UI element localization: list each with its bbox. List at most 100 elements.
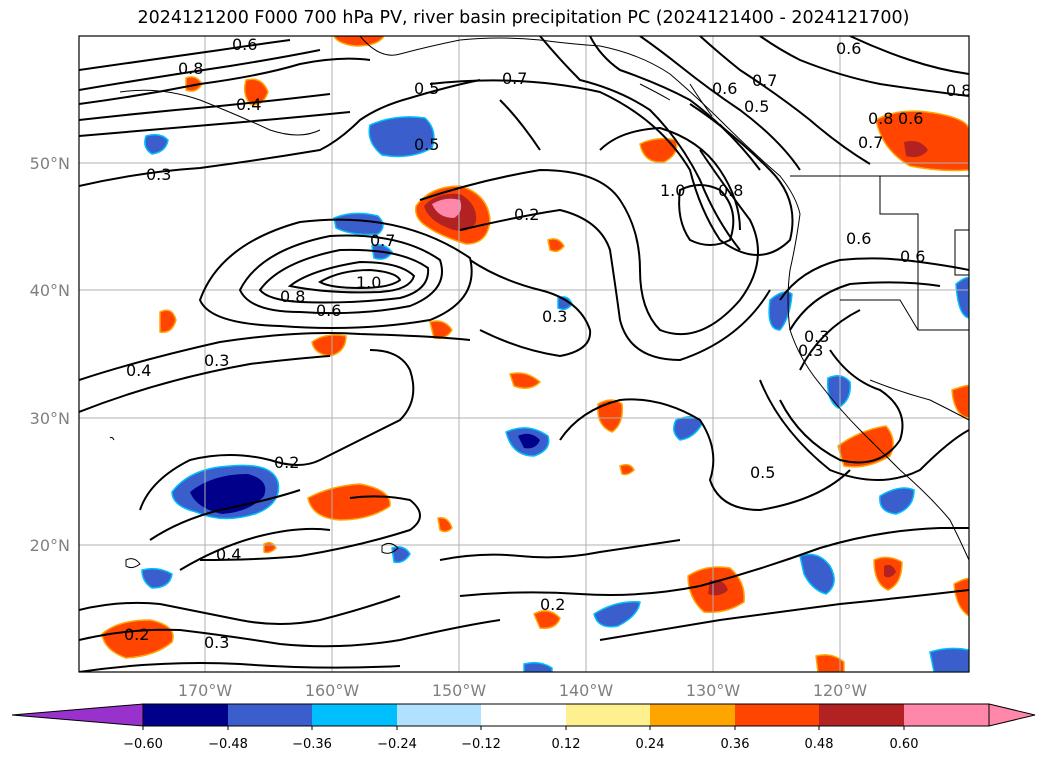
pos-anomaly-area xyxy=(619,463,635,476)
pos-anomaly-area xyxy=(875,110,969,172)
contour-label: 0.6 xyxy=(836,39,861,58)
lon-label: 150°W xyxy=(432,681,487,700)
neg-anomaly-area xyxy=(673,416,703,441)
contour-label: 1.0 xyxy=(356,273,381,292)
contour-label: 0.5 xyxy=(744,97,769,116)
map-title: 2024121200 F000 700 hPa PV, river basin … xyxy=(137,8,910,28)
lon-label: 170°W xyxy=(178,681,233,700)
colorbar-segment xyxy=(143,704,228,726)
lat-label: 30°N xyxy=(30,409,70,428)
pos-anomaly-area xyxy=(815,654,845,672)
pos-anomaly-area xyxy=(307,483,391,521)
lon-label: 160°W xyxy=(305,681,360,700)
colorbar-ticks xyxy=(142,726,905,730)
contour-label: 0.2 xyxy=(124,625,149,644)
colorbar-tick-label: 0.36 xyxy=(721,737,750,752)
pos-anomaly-area xyxy=(243,78,269,106)
neg-anomaly-area xyxy=(593,601,641,628)
pos-anomaly-area xyxy=(509,372,542,389)
pos-anomaly-area xyxy=(533,610,561,630)
contour-label: 0.7 xyxy=(858,133,883,152)
colorbar-segment xyxy=(904,704,989,726)
contour-label: 0.8 xyxy=(178,59,203,78)
contour-label: 0.7 xyxy=(752,71,777,90)
lat-label: 20°N xyxy=(30,536,70,555)
neg-anomaly-area xyxy=(144,133,169,155)
islands xyxy=(109,436,399,569)
lon-label: 120°W xyxy=(813,681,868,700)
pos-anomaly-core xyxy=(904,141,928,158)
colorbar-tick-label: 0.12 xyxy=(552,737,581,752)
graticule xyxy=(79,36,969,672)
colorbar-tick-label: −0.60 xyxy=(123,737,163,752)
colorbar-tick-label: −0.36 xyxy=(292,737,332,752)
colorbar-segment xyxy=(481,704,566,726)
pos-anomaly-area xyxy=(953,577,969,617)
contour-label: 1.0 xyxy=(660,181,685,200)
contour-label: 0.3 xyxy=(204,633,229,652)
contour-label: 0.3 xyxy=(204,351,229,370)
contour-label: 0.5 xyxy=(414,135,439,154)
map-border xyxy=(78,35,970,673)
pos-anomaly-area xyxy=(639,137,678,163)
neg-anomaly-area xyxy=(523,661,553,672)
contour-label: 0.6 xyxy=(232,35,257,54)
contour-label: 0.4 xyxy=(236,95,261,114)
pos-anomaly-core xyxy=(884,564,896,578)
contour-label: 0.2 xyxy=(514,205,539,224)
colorbar-segment xyxy=(650,704,735,726)
contour-label: 0.6 xyxy=(316,301,341,320)
colorbar-segment xyxy=(735,704,819,726)
neg-anomaly-area xyxy=(368,116,435,158)
contour-label: 0.3 xyxy=(146,165,171,184)
longitude-labels: 170°W 160°W 150°W 140°W 130°W 120°W xyxy=(178,681,868,700)
neg-anomaly-area xyxy=(141,567,173,589)
colorbar-segment xyxy=(228,704,312,726)
colorbar: −0.60 −0.48 −0.36 −0.24 −0.12 0.12 0.24 … xyxy=(11,703,1036,752)
colorbar-tick-label: −0.12 xyxy=(461,737,501,752)
colorbar-segment xyxy=(566,704,650,726)
contour-label: 0.4 xyxy=(216,545,241,564)
lon-label: 140°W xyxy=(559,681,614,700)
colorbar-tick-label: 0.24 xyxy=(636,737,665,752)
lon-label: 130°W xyxy=(686,681,741,700)
contour-label: 0.2 xyxy=(274,453,299,472)
contour-label: 0.6 xyxy=(900,247,925,266)
pos-anomaly-area xyxy=(437,516,453,533)
precip-shading xyxy=(101,36,969,672)
neg-anomaly-area xyxy=(391,546,411,564)
contour-label: 0.8 xyxy=(868,109,893,128)
pos-anomaly-area xyxy=(597,399,624,433)
lat-label: 40°N xyxy=(30,281,70,300)
contour-label: 0.2 xyxy=(540,595,565,614)
contour-label: 0.3 xyxy=(798,341,823,360)
contour-label: 0.6 xyxy=(712,79,737,98)
pos-anomaly-area xyxy=(311,334,347,357)
lat-label: 50°N xyxy=(30,154,70,173)
latitude-labels: 50°N 40°N 30°N 20°N xyxy=(30,154,70,555)
contour-label: 0.3 xyxy=(804,327,829,346)
contour-label: 0.5 xyxy=(414,79,439,98)
neg-anomaly-core xyxy=(518,433,540,449)
contour-label: 0.5 xyxy=(750,463,775,482)
contour-label: 0.7 xyxy=(370,231,395,250)
colorbar-segment xyxy=(819,704,904,726)
pos-anomaly-peak xyxy=(432,198,462,218)
contour-label: 0.8 xyxy=(280,287,305,306)
colorbar-extend-low xyxy=(11,703,144,727)
pos-anomaly-area xyxy=(547,238,565,253)
contour-labels: 0.8 0.6 0.4 0.5 0.5 0.7 0.6 0.5 0.7 0.6 … xyxy=(124,35,971,652)
contour-label: 0.3 xyxy=(542,307,567,326)
pos-anomaly-area xyxy=(333,36,385,47)
neg-anomaly-area xyxy=(929,647,969,672)
contour-label: 0.8 xyxy=(946,81,971,100)
contour-label: 0.7 xyxy=(502,69,527,88)
colorbar-segment xyxy=(397,704,481,726)
contour-label: 0.6 xyxy=(846,229,871,248)
neg-anomaly-area xyxy=(879,487,915,515)
pos-anomaly-area xyxy=(951,384,969,419)
contour-label: 0.8 xyxy=(718,181,743,200)
pos-anomaly-area xyxy=(159,309,177,333)
colorbar-tick-label: −0.24 xyxy=(377,737,417,752)
